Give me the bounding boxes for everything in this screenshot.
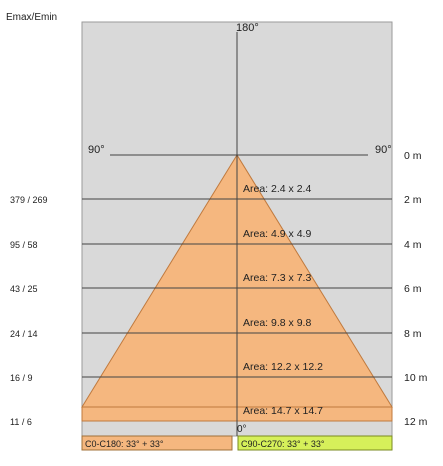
emax-emin-ratio: 379 / 269 (10, 195, 48, 205)
c0-c180-label: C0-C180: 33° + 33° (85, 439, 164, 449)
emax-emin-ratio: 11 / 6 (10, 417, 32, 427)
area-label: Area: 14.7 x 14.7 (243, 405, 323, 417)
distance-label: 2 m (404, 194, 422, 206)
emax-emin-ratio: 16 / 9 (10, 373, 33, 383)
distance-label: 8 m (404, 328, 422, 340)
distance-label: 0 m (404, 150, 422, 162)
emax-emin-ratio: 24 / 14 (10, 329, 38, 339)
area-label: Area: 7.3 x 7.3 (243, 272, 311, 284)
angle-90-left-label: 90° (88, 144, 105, 156)
distance-label: 10 m (404, 372, 428, 384)
distance-lines (82, 198, 392, 378)
c90-c270-label: C90-C270: 33° + 33° (241, 439, 325, 449)
row-labels: 0 m 2 m 379 / 269 Area: 2.4 x 2.4 4 m 95 / 58… (10, 150, 428, 428)
c0-c180-box (81, 435, 233, 451)
area-label: Area: 12.2 x 12.2 (243, 361, 323, 373)
emax-emin-ratio: 43 / 25 (10, 284, 38, 294)
distance-label: 6 m (404, 283, 422, 295)
c90-c270-box (237, 435, 393, 451)
area-label: Area: 9.8 x 9.8 (243, 317, 311, 329)
angle-180-label: 180° (236, 22, 259, 34)
area-label: Area: 2.4 x 2.4 (243, 183, 311, 195)
angle-0-label: 0° (237, 424, 247, 435)
angle-90-right-label: 90° (375, 144, 392, 156)
distance-label: 4 m (404, 239, 422, 251)
emax-emin-label: Emax/Emin (6, 12, 57, 23)
area-label: Area: 4.9 x 4.9 (243, 228, 311, 240)
distance-label: 12 m (404, 416, 428, 428)
emax-emin-ratio: 95 / 58 (10, 240, 38, 250)
